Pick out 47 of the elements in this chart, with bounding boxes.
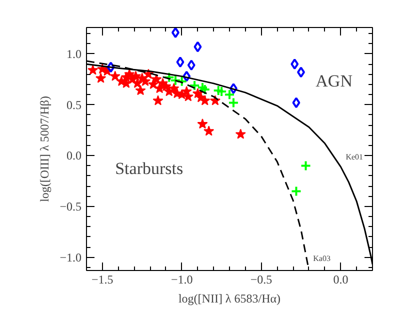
point — [290, 186, 302, 197]
point — [199, 84, 210, 96]
point — [200, 95, 210, 106]
point — [171, 28, 180, 38]
point — [96, 72, 106, 83]
point — [152, 95, 164, 106]
y-tick-label: 0.5 — [66, 98, 82, 112]
point — [176, 76, 188, 87]
point — [204, 126, 214, 136]
point — [187, 60, 196, 71]
x-tick-label: −1.5 — [92, 272, 114, 286]
point — [110, 70, 120, 81]
point — [228, 97, 239, 108]
point — [216, 86, 228, 98]
y-tick-label: −0.5 — [60, 199, 82, 214]
point — [170, 74, 181, 86]
point — [189, 80, 200, 91]
x-tick-label: 0.0 — [333, 272, 348, 286]
point — [224, 89, 235, 100]
point — [88, 64, 98, 75]
annotation: Starbursts — [115, 158, 184, 178]
point — [194, 41, 202, 52]
y-tick-label: 1.0 — [66, 46, 82, 61]
point — [182, 70, 191, 82]
x-tick-label: −1.0 — [170, 272, 193, 286]
point — [106, 62, 115, 73]
point — [290, 58, 299, 70]
point — [164, 72, 175, 83]
point — [135, 85, 146, 96]
point — [196, 82, 208, 93]
point — [212, 85, 224, 96]
point — [235, 128, 246, 139]
y-tick-label: −1.0 — [60, 250, 82, 264]
annotation: AGN — [316, 71, 352, 90]
y-axis-title: log([OIII] λ 5007/Hβ) — [38, 96, 52, 202]
point — [300, 160, 312, 172]
point — [229, 83, 238, 94]
x-axis-title: log([NII] λ 6583/Hα) — [178, 292, 281, 306]
series-label: Ka03 — [313, 254, 330, 263]
legend-label: Ke01 — [346, 152, 364, 162]
point — [292, 97, 300, 108]
point — [197, 118, 208, 129]
point — [176, 56, 184, 68]
point — [140, 76, 151, 86]
y-tick-label: 0.0 — [66, 148, 82, 163]
point — [182, 91, 194, 102]
x-tick-label: −0.5 — [250, 272, 272, 286]
